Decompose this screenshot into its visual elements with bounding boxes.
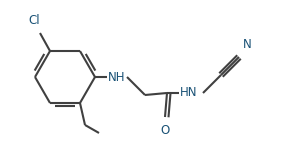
Text: NH: NH xyxy=(108,71,126,83)
Text: O: O xyxy=(160,124,170,137)
Text: N: N xyxy=(243,38,252,51)
Text: HN: HN xyxy=(180,87,198,99)
Text: Cl: Cl xyxy=(28,14,40,27)
